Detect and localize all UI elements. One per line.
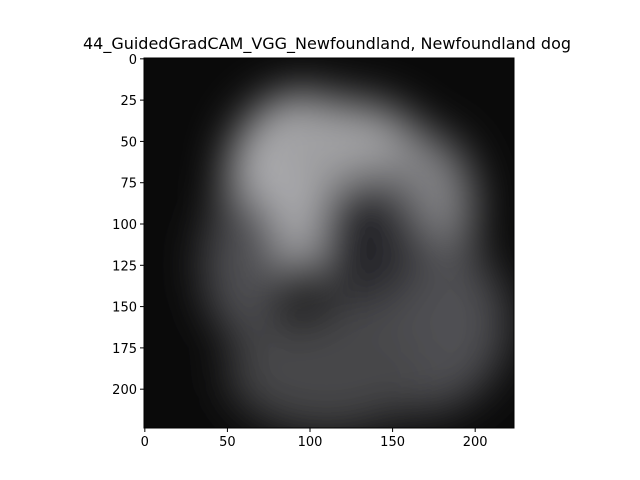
y-tick-label: 200 [112,383,137,398]
y-tick-label: 150 [112,301,137,316]
activation-region [202,190,286,340]
activation-region [227,314,426,428]
y-axis: 0 25 50 75 100 125 150 175 200 [112,53,144,398]
y-tick-label: 175 [112,342,137,357]
heatmap-image [144,58,514,428]
chart-title: 44_GuidedGradCAM_VGG_Newfoundland, Newfo… [83,34,571,54]
low-activation-region [314,174,421,307]
axes-frame [143,57,515,429]
x-tick-label: 100 [298,435,323,450]
x-axis: 0 50 100 150 200 [141,428,488,450]
y-tick-label: 25 [120,94,137,109]
y-tick-label: 75 [120,177,137,192]
x-tick-label: 0 [141,435,149,450]
x-tick-label: 200 [463,435,488,450]
y-tick-label: 0 [129,53,137,68]
y-tick-label: 50 [120,135,137,150]
y-tick-label: 125 [112,259,137,274]
x-tick-label: 50 [219,435,236,450]
y-tick-label: 100 [112,218,137,233]
x-tick-label: 150 [380,435,405,450]
activation-region-group [202,91,509,428]
